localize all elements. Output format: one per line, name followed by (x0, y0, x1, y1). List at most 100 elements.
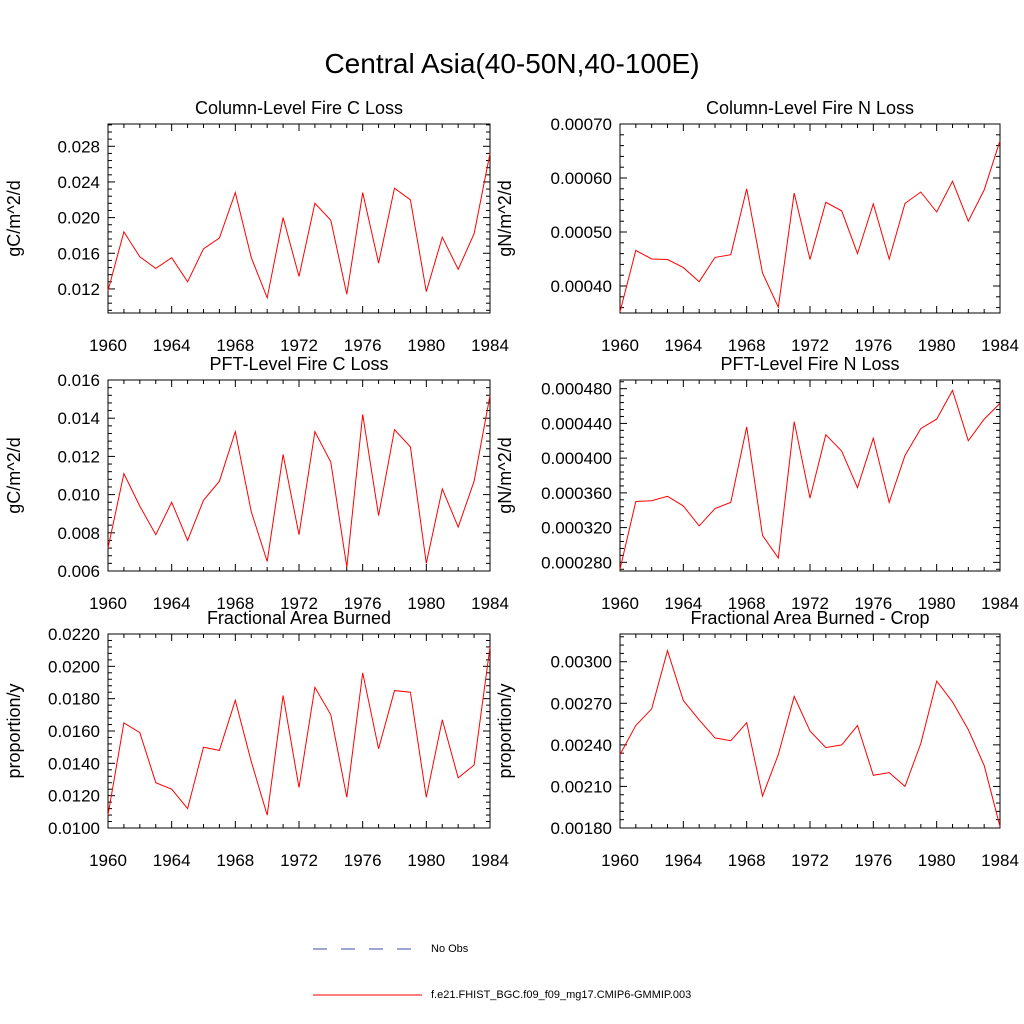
y-tick-label: 0.00210 (551, 777, 612, 796)
y-axis-label: gC/m^2/d (4, 437, 24, 513)
y-tick-label: 0.00240 (551, 736, 612, 755)
plot-frame (107, 633, 491, 829)
chart-panel-3: 1960 1964 1968 1972 1976 1980 1984 0.006 0.008 0.… (4, 354, 509, 613)
y-tick-label: 0.000480 (541, 380, 612, 399)
y-tick-label: 0.000320 (541, 519, 612, 538)
panel-title: PFT-Level Fire C Loss (209, 354, 388, 374)
x-tick-label: 1964 (664, 336, 702, 355)
y-tick-label: 0.00300 (551, 653, 612, 672)
chart-panel-6: 1960 1964 1968 1972 1976 1980 1984 0.00180 0.002… (495, 608, 1019, 870)
plot-frame (107, 123, 491, 314)
chart-panel-2: 1960 1964 1968 1972 1976 1980 1984 0.00040 0.000… (495, 98, 1019, 355)
x-tick-label: 1980 (407, 594, 445, 613)
y-tick-label: 0.016 (57, 371, 100, 390)
y-tick-label: 0.0120 (48, 787, 100, 806)
y-tick-label: 0.020 (57, 209, 100, 228)
y-axis-label: gN/m^2/d (495, 180, 515, 256)
plot-frame (619, 123, 1001, 314)
y-tick-label: 0.000440 (541, 414, 612, 433)
x-tick-label: 1964 (153, 851, 191, 870)
x-tick-label: 1968 (728, 336, 766, 355)
y-tick-label: 0.0100 (48, 819, 100, 838)
x-tick-label: 1984 (981, 594, 1019, 613)
y-axis-label: proportion/y (495, 683, 515, 778)
x-tick-label: 1980 (407, 851, 445, 870)
panel-title: Column-Level Fire N Loss (706, 98, 914, 118)
y-tick-label: 0.00060 (551, 169, 612, 188)
series-line (107, 646, 491, 816)
x-tick-label: 1980 (918, 336, 956, 355)
figure-title: Central Asia(40-50N,40-100E) (324, 48, 700, 79)
y-tick-label: 0.000280 (541, 553, 612, 572)
x-tick-label: 1984 (981, 336, 1019, 355)
legend-model-label: f.e21.FHIST_BGC.f09_f09_mg17.CMIP6-GMMIP… (431, 989, 692, 1001)
x-tick-label: 1972 (791, 594, 829, 613)
y-tick-label: 0.016 (57, 244, 100, 263)
y-tick-label: 0.00180 (551, 819, 612, 838)
x-tick-label: 1984 (471, 851, 509, 870)
x-tick-label: 1976 (344, 851, 382, 870)
x-tick-label: 1984 (981, 851, 1019, 870)
y-tick-label: 0.014 (57, 409, 100, 428)
y-tick-label: 0.0160 (48, 722, 100, 741)
y-tick-label: 0.012 (57, 447, 100, 466)
x-tick-label: 1976 (854, 336, 892, 355)
y-tick-label: 0.000400 (541, 449, 612, 468)
x-tick-label: 1972 (280, 336, 318, 355)
x-tick-label: 1984 (471, 336, 509, 355)
y-axis-label: gC/m^2/d (4, 180, 24, 256)
y-tick-label: 0.012 (57, 280, 100, 299)
x-tick-label: 1984 (471, 594, 509, 613)
x-tick-label: 1960 (89, 851, 127, 870)
y-axis-label: proportion/y (4, 683, 24, 778)
x-tick-label: 1980 (407, 336, 445, 355)
x-tick-label: 1968 (216, 336, 254, 355)
series-line (619, 140, 1001, 313)
y-tick-label: 0.008 (57, 524, 100, 543)
series-line (619, 648, 1001, 827)
series-line (619, 389, 1001, 570)
x-tick-label: 1976 (344, 336, 382, 355)
y-axis-label: gN/m^2/d (495, 437, 515, 513)
chart-panel-1: 1960 1964 1968 1972 1976 1980 1984 0.012 0.016 0.… (4, 98, 509, 355)
x-tick-label: 1976 (854, 594, 892, 613)
x-tick-label: 1968 (216, 851, 254, 870)
x-tick-label: 1968 (728, 594, 766, 613)
y-tick-label: 0.0140 (48, 754, 100, 773)
x-tick-label: 1972 (791, 851, 829, 870)
chart-panel-4: 1960 1964 1968 1972 1976 1980 1984 0.000280 0.00… (495, 354, 1019, 613)
x-tick-label: 1964 (153, 594, 191, 613)
series-line (107, 153, 491, 300)
x-tick-label: 1976 (344, 594, 382, 613)
x-tick-label: 1972 (280, 851, 318, 870)
legend-obs-label: No Obs (431, 943, 469, 955)
y-tick-label: 0.00070 (551, 115, 612, 134)
y-tick-label: 0.00050 (551, 223, 612, 242)
y-tick-label: 0.024 (57, 173, 100, 192)
y-tick-label: 0.00040 (551, 277, 612, 296)
panel-title: Fractional Area Burned (207, 608, 391, 628)
x-tick-label: 1972 (791, 336, 829, 355)
y-tick-label: 0.028 (57, 137, 100, 156)
y-tick-label: 0.010 (57, 486, 100, 505)
x-tick-label: 1980 (918, 594, 956, 613)
x-tick-label: 1960 (89, 594, 127, 613)
x-tick-label: 1968 (728, 851, 766, 870)
panel-title: Column-Level Fire C Loss (195, 98, 403, 118)
x-tick-label: 1964 (664, 851, 702, 870)
y-tick-label: 0.006 (57, 562, 100, 581)
panel-title: Fractional Area Burned - Crop (690, 608, 929, 628)
y-tick-label: 0.0200 (48, 657, 100, 676)
x-tick-label: 1972 (280, 594, 318, 613)
x-tick-label: 1964 (153, 336, 191, 355)
y-tick-label: 0.0180 (48, 690, 100, 709)
x-tick-label: 1960 (601, 336, 639, 355)
chart-panel-5: 1960 1964 1968 1972 1976 1980 1984 0.0100 0.0120… (4, 608, 509, 870)
panel-title: PFT-Level Fire N Loss (720, 354, 899, 374)
x-tick-label: 1960 (601, 594, 639, 613)
x-tick-label: 1968 (216, 594, 254, 613)
y-tick-label: 0.000360 (541, 484, 612, 503)
x-tick-label: 1960 (601, 851, 639, 870)
x-tick-label: 1960 (89, 336, 127, 355)
